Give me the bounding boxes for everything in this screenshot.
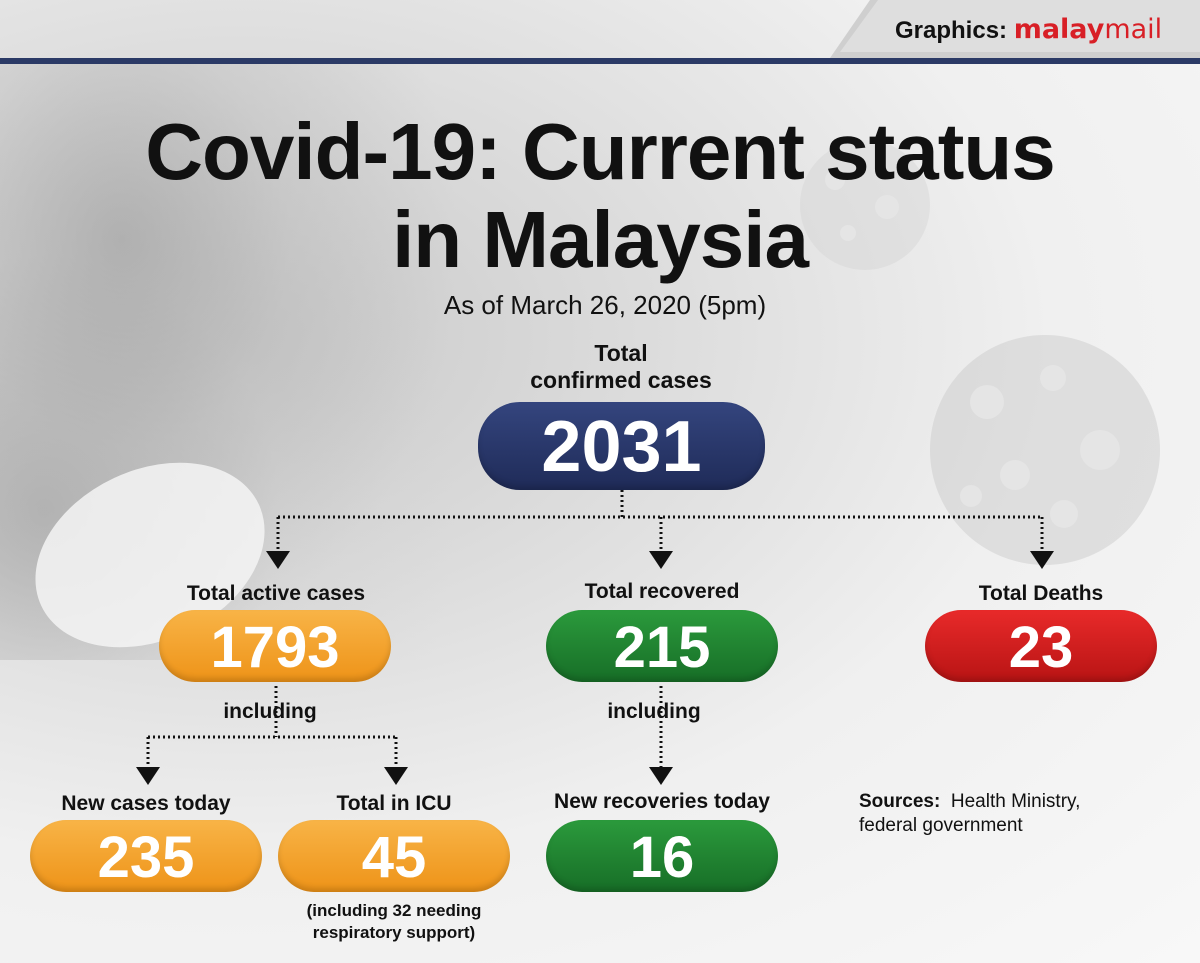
brand-name-part2: mail (1104, 14, 1163, 45)
arrowhead (384, 767, 408, 785)
connector-active-to-sub (146, 686, 398, 768)
deaths-pill: 23 (925, 610, 1157, 682)
sources-text-line2: federal government (859, 815, 1023, 836)
deaths-label: Total Deaths (978, 582, 1104, 605)
recovered-pill: 215 (546, 610, 778, 682)
page-title: Covid-19: Current status in Malaysia (80, 108, 1120, 284)
active-cases-pill: 1793 (159, 610, 391, 682)
sources-note: Sources: Health Ministry, federal govern… (859, 790, 1080, 838)
arrowhead (266, 551, 290, 569)
date-subtitle: As of March 26, 2020 (5pm) (443, 290, 767, 320)
title-line1: Covid-19: Current status (145, 107, 1055, 196)
sources-label: Sources: (859, 791, 941, 812)
recovered-label: Total recovered (584, 580, 740, 603)
total-confirmed-label-line2: confirmed cases (530, 367, 712, 393)
active-cases-label: Total active cases (186, 582, 366, 605)
virus-icon (800, 140, 930, 270)
total-confirmed-label: Total confirmed cases (455, 340, 787, 394)
arrowhead (649, 767, 673, 785)
brand-name-part1: malay (1013, 14, 1105, 45)
arrowhead (649, 551, 673, 569)
new-cases-label: New cases today (61, 792, 231, 815)
brand-prefix: Graphics: (895, 17, 1008, 44)
new-recoveries-pill: 16 (546, 820, 778, 892)
brand-logo: Graphics: malaymail (895, 14, 1162, 45)
icu-pill: 45 (278, 820, 510, 892)
icu-note-line2: respiratory support) (312, 923, 476, 942)
icu-label: Total in ICU (336, 792, 452, 815)
brand-bar (0, 58, 1200, 64)
new-recoveries-label: New recoveries today (554, 790, 770, 813)
icu-note: (including 32 needing respiratory suppor… (268, 900, 520, 944)
connector-total-to-branches (276, 490, 1044, 552)
icu-note-line1: (including 32 needing (306, 901, 482, 920)
total-confirmed-pill: 2031 (478, 402, 765, 490)
brand-tab (830, 0, 1200, 58)
title-line2: in Malaysia (392, 195, 809, 284)
arrowhead (136, 767, 160, 785)
arrowhead (1030, 551, 1054, 569)
virus-icon (930, 335, 1160, 565)
recovered-including-label: including (607, 700, 701, 723)
active-including-label: including (223, 700, 317, 723)
total-confirmed-label-line1: Total (594, 340, 648, 366)
sources-text-line1: Health Ministry, (950, 791, 1081, 812)
new-cases-pill: 235 (30, 820, 262, 892)
